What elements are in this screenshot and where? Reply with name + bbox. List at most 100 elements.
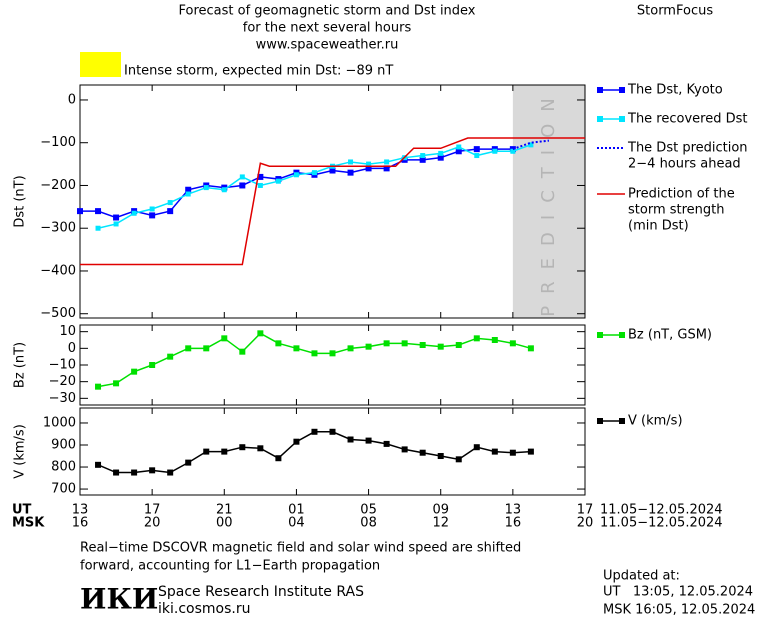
data-point <box>384 159 390 165</box>
x-tick-label: 17 <box>577 503 594 518</box>
legend-marker <box>597 116 603 122</box>
data-point <box>311 428 318 435</box>
data-point <box>401 446 408 453</box>
data-point <box>455 342 462 348</box>
data-point <box>527 345 534 352</box>
data-point <box>185 459 192 466</box>
data-point <box>365 437 372 444</box>
data-point <box>437 154 444 161</box>
legend-marker <box>597 418 603 424</box>
data-point <box>239 348 246 355</box>
x-tick-label: 16 <box>505 516 522 531</box>
data-point <box>473 146 480 153</box>
site: iki.cosmos.ru <box>158 601 250 617</box>
data-point <box>419 342 426 348</box>
y-tick-label: −300 <box>40 221 76 236</box>
data-point <box>329 167 336 174</box>
y-tick-label: −100 <box>40 135 76 150</box>
y-tick-label: 0 <box>68 341 76 356</box>
data-point <box>419 449 426 456</box>
data-point <box>401 340 408 347</box>
data-point <box>383 340 390 347</box>
y-tick-label: 900 <box>51 438 76 453</box>
data-point <box>420 153 426 159</box>
plot-frame <box>79 407 586 496</box>
data-point <box>365 343 372 350</box>
updated: Updated at: <box>603 569 680 584</box>
legend-label: The recovered Dst <box>627 112 747 127</box>
data-point <box>509 449 516 456</box>
data-point <box>185 186 192 193</box>
data-point <box>347 345 354 352</box>
data-point <box>167 208 174 215</box>
data-point <box>95 225 101 231</box>
x-row-label: MSK <box>12 516 45 531</box>
data-point <box>293 172 299 178</box>
data-point <box>437 343 444 350</box>
data-point <box>275 455 282 462</box>
data-point <box>293 438 300 445</box>
data-point <box>438 150 444 156</box>
data-point <box>293 345 300 352</box>
data-point <box>149 206 155 212</box>
legend-marker <box>619 87 625 93</box>
prediction-region <box>512 85 585 318</box>
data-point <box>456 144 462 150</box>
data-point <box>221 187 227 193</box>
x-tick-label: 13 <box>505 503 522 518</box>
data-point <box>455 456 462 463</box>
data-point <box>257 173 264 180</box>
data-point <box>311 350 318 357</box>
date-range: 11.05−12.05.2024 <box>600 516 723 531</box>
series-line <box>80 137 585 266</box>
data-point <box>131 210 137 216</box>
y-tick-label: 0 <box>68 92 76 107</box>
legend-label: storm strength <box>628 203 725 218</box>
data-point <box>491 448 498 455</box>
y-tick-label: 800 <box>51 460 76 475</box>
y-tick-label: −20 <box>49 374 76 389</box>
y-axis-label: V (km/s) <box>13 424 28 479</box>
data-point <box>113 380 120 387</box>
data-point <box>365 165 372 172</box>
data-point <box>348 159 354 165</box>
y-tick-label: −10 <box>49 358 76 373</box>
legend-marker <box>597 87 603 93</box>
data-point <box>383 440 390 447</box>
data-point <box>185 345 192 352</box>
data-point <box>131 368 138 375</box>
alert-swatch <box>80 52 121 77</box>
data-point <box>383 165 390 172</box>
footer-note: forward, accounting for L1−Earth propaga… <box>80 559 380 574</box>
data-point <box>149 362 156 368</box>
data-point <box>509 340 516 347</box>
data-point <box>528 142 534 148</box>
x-tick-label: 20 <box>577 516 594 531</box>
data-point <box>95 208 102 215</box>
x-tick-label: 04 <box>288 516 305 531</box>
date-range: 11.05−12.05.2024 <box>600 503 723 518</box>
y-tick-label: −200 <box>40 178 76 193</box>
data-point <box>437 453 444 460</box>
updated: MSK 16:05, 12.05.2024 <box>603 603 755 618</box>
y-tick-label: −400 <box>40 263 76 278</box>
data-point <box>257 182 263 188</box>
data-point <box>221 448 228 455</box>
x-tick-label: 21 <box>216 503 233 518</box>
data-point <box>221 335 228 342</box>
data-point <box>239 182 246 189</box>
data-point <box>419 156 426 163</box>
data-point <box>275 178 281 184</box>
data-point <box>347 436 354 443</box>
data-point <box>527 448 534 455</box>
data-point <box>167 200 173 206</box>
data-point <box>203 345 210 352</box>
legend-label: Bz (nT, GSM) <box>628 328 712 343</box>
x-tick-label: 20 <box>144 516 161 531</box>
legend-label: (min Dst) <box>628 219 689 234</box>
legend-marker <box>597 332 603 338</box>
y-axis-label: Dst (nT) <box>13 175 28 227</box>
x-tick-label: 01 <box>288 503 305 518</box>
data-point <box>510 148 516 154</box>
